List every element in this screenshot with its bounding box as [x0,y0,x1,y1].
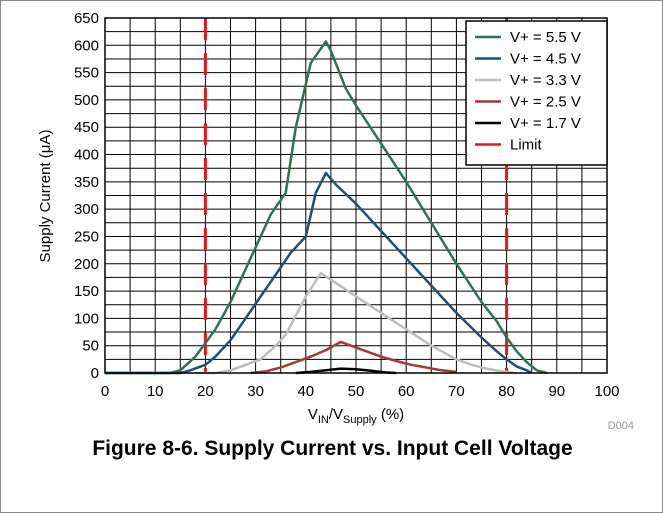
legend-label: Limit [510,137,543,154]
x-tick-label: 60 [398,383,415,400]
series-line-3 [250,340,457,375]
y-tick-label: 500 [74,92,99,109]
y-tick-label: 0 [91,365,99,382]
x-tick-label: 50 [348,383,365,400]
y-tick-label: 350 [74,174,99,191]
legend-label: V+ = 4.5 V [510,51,581,68]
x-tick-label: 30 [247,383,264,400]
y-tick-label: 450 [74,119,99,136]
supply-current-chart: 0 10 20 30 40 50 60 70 80 90 100 0 50 100 150 200 250 30… [37,10,634,431]
x-tick-label: 20 [197,383,214,400]
y-tick-labels: 0 50 100 150 200 250 300 350 400 450 500 550 600 650 [74,10,99,382]
series-line-1 [105,171,533,375]
legend-label: V+ = 5.5 V [510,29,581,46]
series-lines [105,40,548,375]
x-tick-label: 40 [297,383,314,400]
x-tick-label: 100 [594,383,619,400]
y-tick-label: 300 [74,201,99,218]
x-tick-label: 10 [147,383,164,400]
legend-label: V+ = 3.3 V [510,72,581,89]
y-tick-label: 400 [74,147,99,164]
figure-caption: Figure 8-6. Supply Current vs. Input Cel… [92,437,573,460]
x-tick-label: 90 [548,383,565,400]
y-tick-label: 200 [74,256,99,273]
y-tick-label: 150 [74,283,99,300]
x-tick-label: 80 [498,383,515,400]
y-tick-label: 100 [74,310,99,327]
y-tick-label: 550 [74,65,99,82]
y-tick-label: 650 [74,10,99,27]
legend-label: V+ = 1.7 V [510,115,581,132]
limit-lines [203,18,509,373]
legend-box [465,20,608,166]
x-tick-label: 0 [101,383,109,400]
legend: V+ = 5.5 V V+ = 4.5 V V+ = 3.3 V V+ = 2.5 V… [465,20,608,166]
series-line-4 [295,367,397,375]
legend-label: V+ = 2.5 V [510,94,581,111]
x-axis-label: VIN/VSupply (%) [308,406,404,426]
x-tick-labels: 0 10 20 30 40 50 60 70 80 90 100 [101,383,620,400]
y-axis-label: Supply Current (μA) [37,130,54,263]
y-tick-label: 600 [74,37,99,54]
series-line-2 [195,271,517,375]
series-line-0 [105,40,548,375]
plot-border [104,17,608,374]
figure-code: D004 [608,420,634,431]
y-tick-label: 250 [74,228,99,245]
x-tick-label: 70 [448,383,465,400]
y-tick-label: 50 [82,338,99,355]
